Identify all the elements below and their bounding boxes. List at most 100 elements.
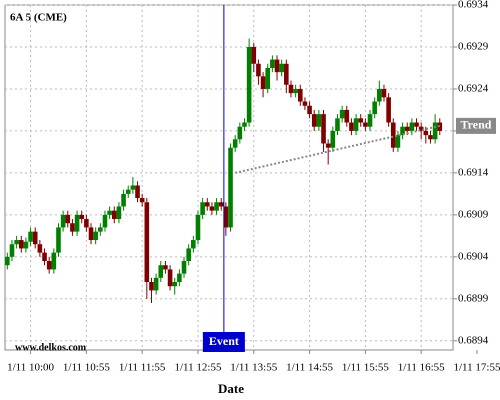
candle-body <box>88 227 94 241</box>
candle-body <box>311 114 317 127</box>
candle-body <box>116 206 122 220</box>
candle-body <box>74 214 80 232</box>
candle-body <box>335 118 340 131</box>
candle-body <box>232 139 238 148</box>
x-tick-label: 1/11 15:55 <box>342 362 389 374</box>
candle-body <box>330 130 336 148</box>
x-tick-label: 1/11 11:55 <box>119 362 166 374</box>
candle-body <box>242 122 247 127</box>
candle-body <box>37 244 43 253</box>
candle-body <box>358 118 364 123</box>
candle-body <box>274 59 280 73</box>
candle-body <box>130 185 136 190</box>
candle-body <box>167 269 173 287</box>
event-label: Event <box>209 334 239 348</box>
y-tick-label: 0.6904 <box>458 250 489 262</box>
candle-body <box>191 240 196 249</box>
candle-body <box>260 76 266 89</box>
x-tick-label: 1/11 10:00 <box>7 362 54 374</box>
candle-body <box>428 135 433 140</box>
candle-body <box>209 206 215 211</box>
candle-body <box>107 210 112 215</box>
candle-body <box>60 214 66 228</box>
candle-body <box>28 231 33 242</box>
candle-body <box>125 189 131 194</box>
candle-body <box>400 126 405 136</box>
y-tick-label: 0.6899 <box>458 292 489 304</box>
y-tick-label: 0.6894 <box>458 334 489 346</box>
trend-label-box <box>456 117 496 134</box>
candle-body <box>181 261 187 274</box>
x-tick-label: 1/11 17:55 <box>453 362 500 374</box>
candle-body <box>316 114 322 127</box>
candle-body <box>139 198 145 203</box>
candle-body <box>246 46 252 123</box>
trend-line <box>234 124 440 174</box>
candle-body <box>279 63 284 73</box>
candle-body <box>339 109 345 119</box>
event-label-box <box>202 332 245 352</box>
candle-body <box>121 193 126 207</box>
candle-body <box>265 67 271 89</box>
candle-body <box>111 210 117 220</box>
candle-body <box>204 202 210 207</box>
y-tick-label: 0.6924 <box>458 82 489 94</box>
candle-body <box>102 214 108 228</box>
candle-body <box>367 114 373 127</box>
candle-body <box>177 273 182 283</box>
candle-body <box>386 97 391 123</box>
candle-body <box>409 122 415 131</box>
y-tick-label: 0.6914 <box>458 166 489 178</box>
candle-body <box>158 265 164 278</box>
candle-body <box>377 88 382 102</box>
candle-body <box>395 135 401 148</box>
candle-body <box>51 252 57 270</box>
candle-body <box>23 241 29 249</box>
candle-body <box>56 227 61 253</box>
candle-body <box>344 109 350 123</box>
candle-body <box>293 88 298 94</box>
candle-body <box>297 88 303 102</box>
y-tick-label: 0.6934 <box>458 0 489 11</box>
candle-body <box>237 126 243 140</box>
candle-body <box>381 88 387 98</box>
candle-body <box>363 122 368 127</box>
candle-body <box>228 147 233 228</box>
candle-body <box>149 282 154 291</box>
x-axis-label: Date <box>218 381 244 396</box>
candle-body <box>144 202 150 283</box>
candle-body <box>135 185 140 199</box>
candle-body <box>218 202 224 207</box>
candle-body <box>200 202 205 215</box>
x-tick-label: 1/11 10:55 <box>63 362 110 374</box>
candle-body <box>353 118 359 131</box>
candle-body <box>5 256 10 266</box>
y-tick-label: 0.6929 <box>458 41 489 53</box>
candle-body <box>18 240 24 249</box>
candle-body <box>46 261 52 270</box>
candle-body <box>423 130 429 136</box>
y-tick-label: 0.6909 <box>458 208 489 220</box>
candle-body <box>172 282 178 287</box>
candle-body <box>153 277 159 291</box>
x-tick-label: 1/11 14:55 <box>286 362 333 374</box>
candle-body <box>214 202 219 211</box>
candle-body <box>195 214 201 241</box>
candle-body <box>432 122 438 140</box>
candle-body <box>32 231 38 245</box>
candle-body <box>372 101 377 115</box>
candle-body <box>163 265 168 270</box>
candle-body <box>390 122 396 148</box>
candle-body <box>256 63 261 77</box>
candle-body <box>98 227 103 232</box>
x-tick-label: 1/11 12:55 <box>174 362 221 374</box>
candle-body <box>284 63 289 85</box>
x-tick-label: 1/11 16:55 <box>398 362 445 374</box>
candle-body <box>251 46 257 64</box>
watermark: www.delkos.com <box>15 342 87 353</box>
candle-body <box>65 214 71 224</box>
candle-body <box>270 59 275 68</box>
chart-title: 6A 5 (CME) <box>10 12 67 24</box>
candle-body <box>321 114 326 144</box>
